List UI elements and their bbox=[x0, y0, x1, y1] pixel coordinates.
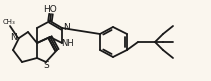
Text: S: S bbox=[43, 61, 49, 69]
Text: NH: NH bbox=[62, 38, 74, 47]
Text: CH₃: CH₃ bbox=[3, 19, 15, 25]
Text: HO: HO bbox=[43, 6, 57, 14]
Text: N: N bbox=[11, 34, 17, 43]
Text: N: N bbox=[64, 23, 70, 32]
